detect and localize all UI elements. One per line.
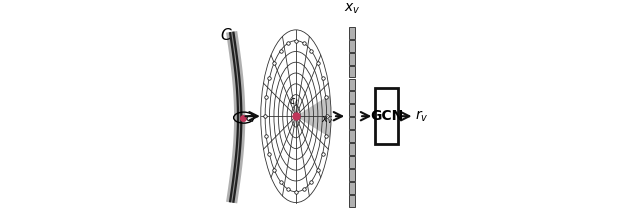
FancyBboxPatch shape: [349, 27, 355, 39]
FancyBboxPatch shape: [349, 91, 355, 103]
Text: C: C: [221, 28, 231, 43]
FancyBboxPatch shape: [375, 88, 398, 144]
FancyBboxPatch shape: [349, 40, 355, 52]
Text: $r_v$: $r_v$: [415, 109, 429, 124]
FancyBboxPatch shape: [349, 104, 355, 116]
FancyBboxPatch shape: [349, 156, 355, 168]
Text: $x_v$: $x_v$: [344, 1, 360, 16]
FancyBboxPatch shape: [349, 78, 355, 90]
Polygon shape: [229, 31, 243, 203]
FancyBboxPatch shape: [349, 169, 355, 181]
Text: $c_i$: $c_i$: [245, 113, 255, 124]
Text: GCN: GCN: [370, 109, 403, 123]
Text: $c_\ell$: $c_\ell$: [289, 96, 299, 108]
FancyBboxPatch shape: [349, 53, 355, 65]
Polygon shape: [296, 95, 331, 138]
FancyBboxPatch shape: [349, 143, 355, 155]
FancyBboxPatch shape: [349, 130, 355, 142]
FancyBboxPatch shape: [349, 117, 355, 129]
Polygon shape: [226, 31, 245, 203]
FancyBboxPatch shape: [349, 182, 355, 194]
Text: $x_v$: $x_v$: [321, 114, 333, 126]
FancyBboxPatch shape: [349, 66, 355, 77]
FancyBboxPatch shape: [349, 195, 355, 207]
